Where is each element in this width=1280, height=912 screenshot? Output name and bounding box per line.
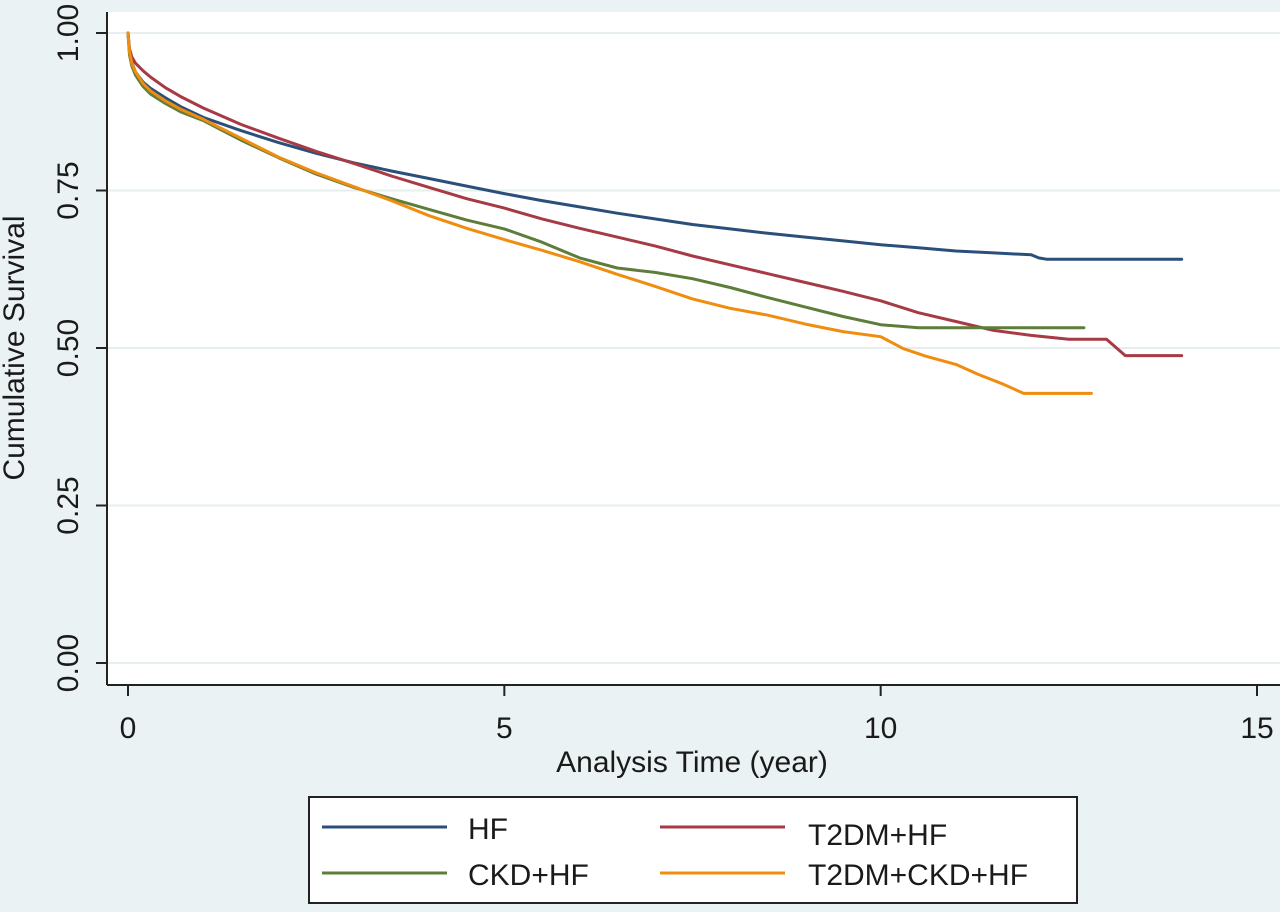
x-tick-label: 0: [120, 712, 137, 745]
series-layer: [126, 31, 1184, 395]
x-tick-label: 10: [864, 712, 897, 745]
y-tick-label: 1.00: [52, 4, 85, 62]
series-line-t2dm-hf: [126, 31, 1184, 358]
legend: HF T2DM+HF CKD+HF T2DM+CKD+HF: [308, 796, 1078, 904]
x-axis-title: Analysis Time (year): [556, 746, 828, 779]
y-axis-title: Cumulative Survival: [0, 215, 31, 480]
legend-label: T2DM+HF: [808, 819, 947, 852]
x-tick-label: 15: [1240, 712, 1273, 745]
y-tick-label: 0.75: [52, 161, 85, 219]
series-line-t2dm-ckd-hf: [126, 31, 1093, 395]
gridlines: [108, 32, 1280, 664]
x-tick-label: 5: [496, 712, 513, 745]
series-line-ckd-hf: [126, 31, 1086, 330]
y-tick-label: 0.50: [52, 319, 85, 377]
legend-label: T2DM+CKD+HF: [808, 859, 1028, 892]
y-tick-label: 0.25: [52, 476, 85, 534]
y-tick-label: 0.00: [52, 634, 85, 692]
legend-box: [308, 796, 1078, 904]
series-line-hf: [126, 31, 1184, 261]
axes: 0.00 0.25 0.50 0.75 1.00 0 5 10 15: [52, 4, 1280, 745]
legend-label: HF: [468, 813, 508, 846]
legend-label: CKD+HF: [468, 859, 589, 892]
